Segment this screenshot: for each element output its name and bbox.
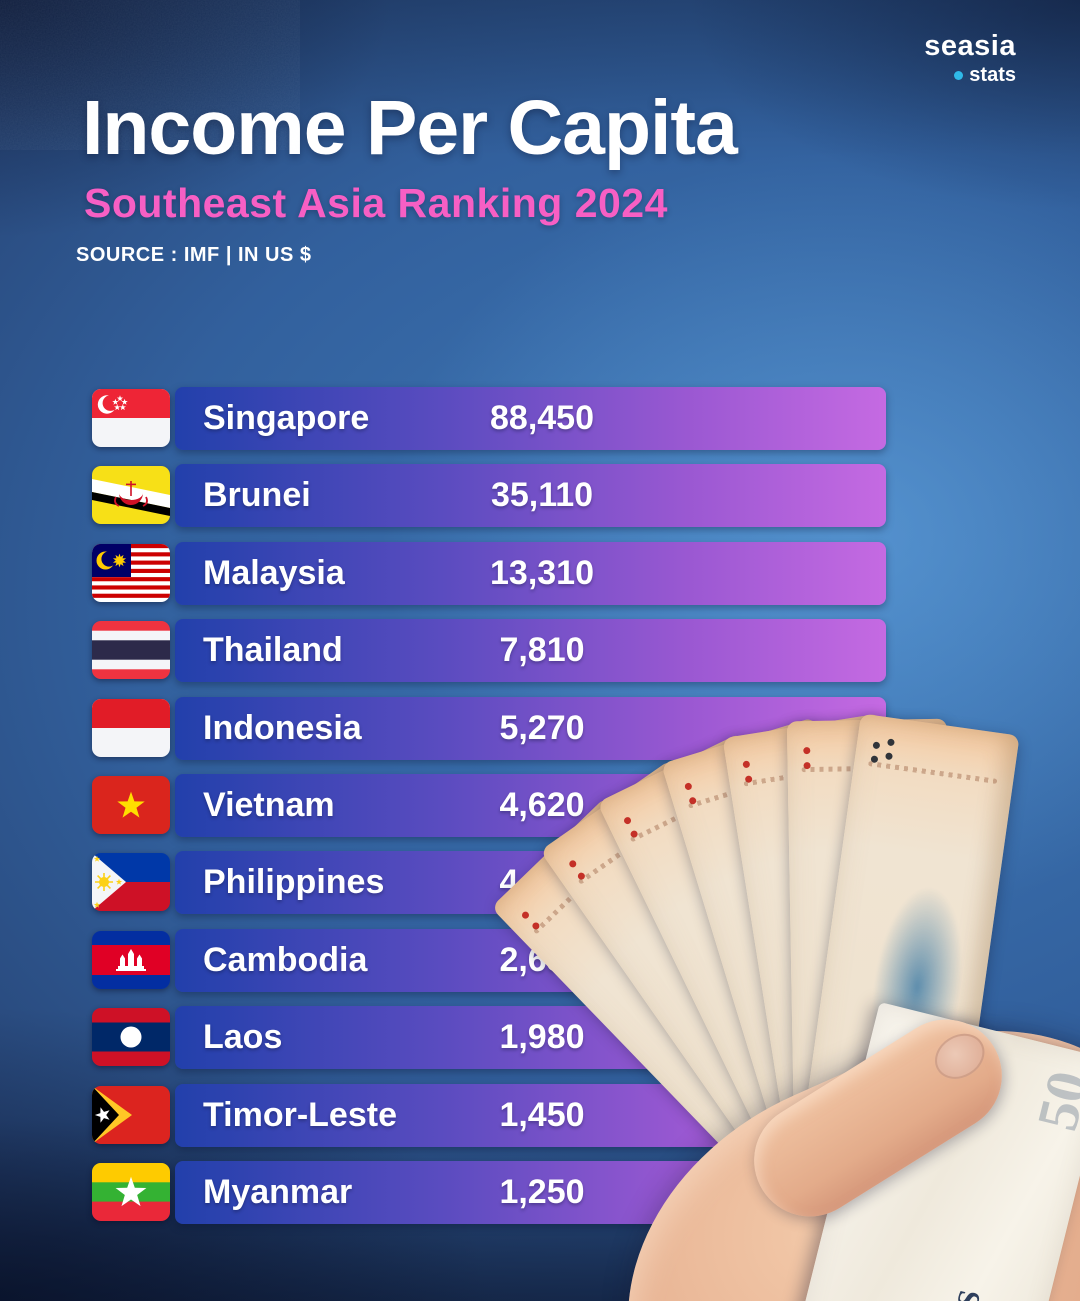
ranking-list: Singapore 88,450 Brunei 35,110 [92,387,886,1238]
country-label: Indonesia [203,708,362,747]
malaysia-flag-icon [92,543,170,602]
page-subtitle: Southeast Asia Ranking 2024 [84,180,668,226]
country-label: Laos [203,1018,283,1057]
source-note: SOURCE : IMF | IN US $ [76,244,312,266]
value-label: 4,620 [499,785,585,824]
page-title: Income Per Capita [82,85,738,171]
denomination-watermark: 50 [1024,1064,1080,1137]
value-label: 4,130 [499,863,585,902]
value-label: 1,450 [499,1095,585,1134]
laos-flag-icon [92,1008,170,1067]
row-malaysia: Malaysia 13,310 [92,541,886,605]
row-indonesia: Indonesia 5,270 [92,696,886,760]
logo-sub-text: stats [969,64,1016,86]
brunei-flag-icon [92,466,170,525]
value-label: 88,450 [490,399,594,437]
value-label: 1,980 [499,1018,585,1057]
singapore-flag-icon [92,389,170,447]
seasia-stats-logo: seasia stats [924,30,1016,86]
timor-leste-flag-icon [92,1085,170,1144]
logo-dot-icon [954,70,964,80]
country-label: Malaysia [203,553,345,592]
row-vietnam: Vietnam 4,620 [92,773,886,837]
value-label: 7,810 [499,631,585,670]
country-label: Singapore [203,399,370,437]
row-laos: Laos 1,980 [92,1006,886,1070]
thumbnail [926,1024,993,1088]
row-thailand: Thailand 7,810 [92,619,886,683]
value-label: 1,250 [499,1172,585,1211]
value-label: 5,270 [499,708,585,747]
value-label: 13,310 [490,553,594,592]
row-singapore: Singapore 88,450 [92,387,886,450]
country-label: Cambodia [203,940,368,979]
row-brunei: Brunei 35,110 [92,464,886,528]
country-label: Timor-Leste [203,1095,397,1134]
row-myanmar: Myanmar 1,250 [92,1160,886,1224]
row-philippines: Philippines 4,130 [92,851,886,915]
country-label: Brunei [203,476,311,515]
thailand-flag-icon [92,621,170,680]
cambodia-flag-icon [92,930,170,989]
row-timor-leste: Timor-Leste 1,450 [92,1083,886,1147]
row-cambodia: Cambodia 2,630 [92,928,886,992]
value-label: 2,630 [499,940,585,979]
note-serial: ACC537506 [767,1246,848,1301]
country-label: Vietnam [203,785,335,824]
country-label: Philippines [203,863,385,902]
vietnam-flag-icon [92,775,170,834]
country-label: Myanmar [203,1172,353,1211]
indonesia-flag-icon [92,698,170,757]
value-label: 35,110 [490,476,594,515]
logo-brand-text: seasia [924,30,1016,62]
country-label: Thailand [203,631,343,670]
myanmar-flag-icon [92,1162,170,1221]
note-text: FIFTY DOLLARS [876,1136,1023,1301]
philippines-flag-icon [92,853,170,912]
